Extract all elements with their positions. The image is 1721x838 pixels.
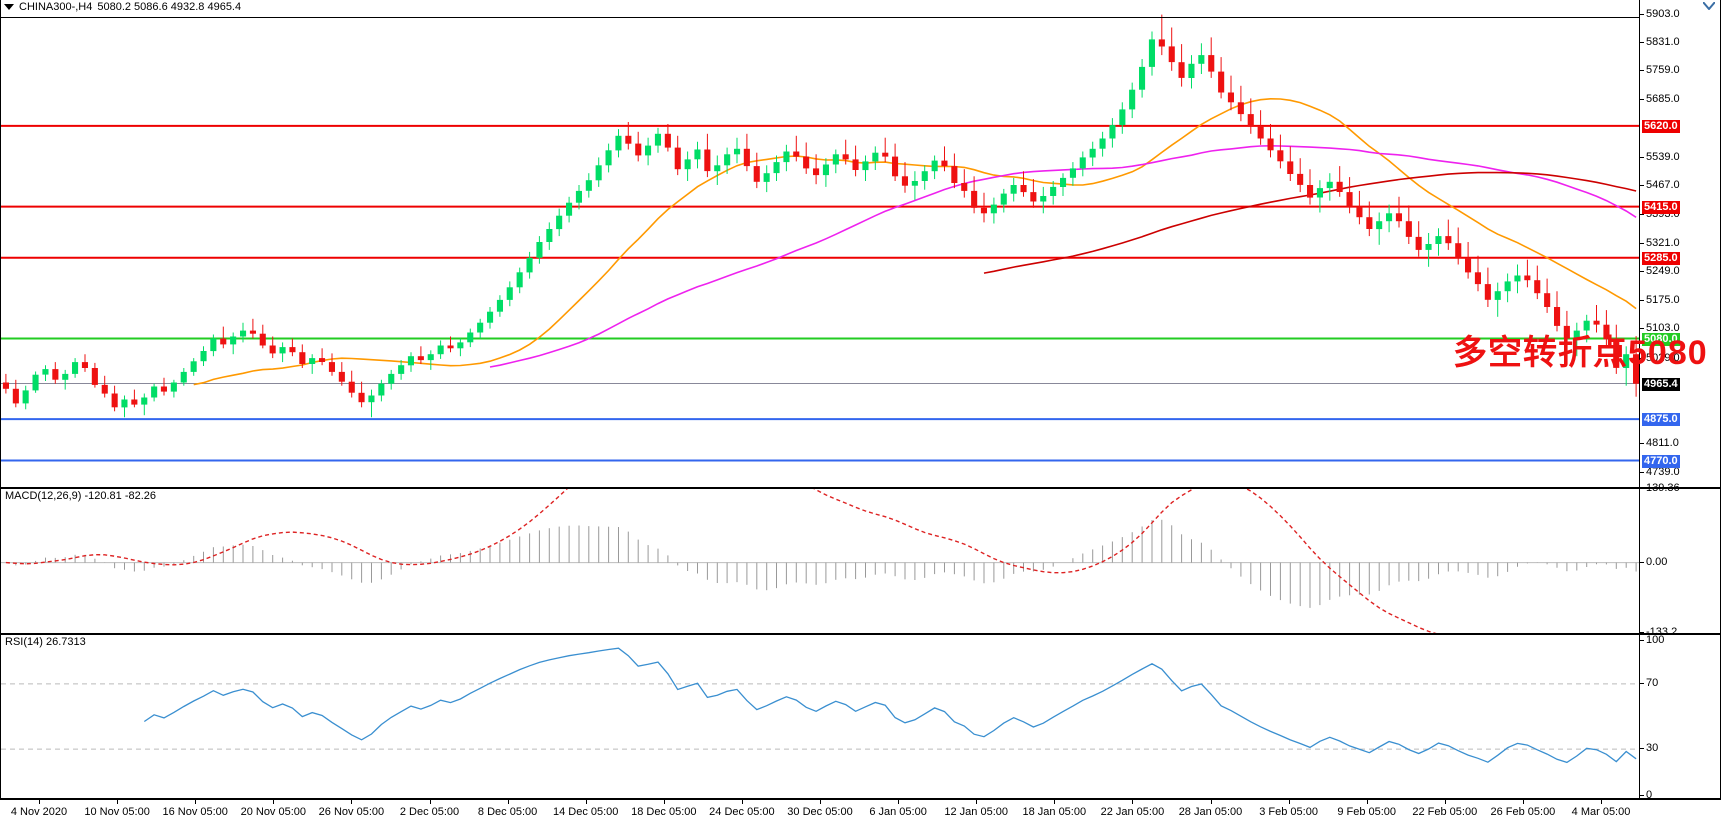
- time-tick: [1444, 800, 1446, 804]
- symbol-label: CHINA300-,H4: [19, 1, 93, 13]
- time-tick: [1054, 800, 1056, 804]
- time-tick: [1288, 800, 1290, 804]
- caret-down-icon[interactable]: [4, 4, 14, 10]
- time-tick: [195, 800, 197, 804]
- time-axis[interactable]: 4 Nov 2020 10 Nov 05:00 16 Nov 05:00 20 Nov…: [0, 799, 1721, 838]
- time-label: 3 Feb 05:00: [1259, 806, 1318, 818]
- time-label: 12 Jan 05:00: [944, 806, 1008, 818]
- time-label: 20 Nov 05:00: [240, 806, 307, 818]
- price-panel: 5903.0 5831.0 5759.0 5685.0 5539.0 5467.0 5393…: [0, 0, 1721, 488]
- price-level-label[interactable]: 4965.4: [1642, 377, 1680, 391]
- time-tick: [273, 800, 275, 804]
- time-label: 24 Dec 05:00: [709, 806, 775, 818]
- time-tick: [351, 800, 353, 804]
- rsi-series: [1, 647, 1639, 764]
- header-divider: [0, 17, 1640, 18]
- time-label: 16 Nov 05:00: [162, 806, 228, 818]
- time-tick: [741, 800, 743, 804]
- rsi-axis[interactable]: 100 70 30 0: [1639, 634, 1720, 801]
- macd-plot-area[interactable]: [1, 489, 1639, 633]
- time-label: 22 Jan 05:00: [1100, 806, 1165, 818]
- price-level-label[interactable]: 5080.0: [1642, 332, 1680, 346]
- time-label: 18 Dec 05:00: [631, 806, 697, 818]
- macd-axis[interactable]: 139.36 0.00 -133.2: [1639, 482, 1720, 638]
- time-tick: [1366, 800, 1368, 804]
- time-tick: [1132, 800, 1134, 804]
- price-plot-area[interactable]: [1, 0, 1639, 487]
- time-label: 6 Jan 05:00: [869, 806, 927, 818]
- rsi-plot-area[interactable]: [1, 635, 1639, 798]
- price-level-label[interactable]: 5620.0: [1642, 119, 1680, 133]
- time-label: 4 Mar 05:00: [1571, 806, 1631, 818]
- macd-series: [1, 489, 1639, 633]
- time-label: 10 Nov 05:00: [84, 806, 150, 818]
- price-level-label[interactable]: 5285.0: [1642, 251, 1680, 265]
- time-label: 30 Dec 05:00: [787, 806, 853, 818]
- macd-title: MACD(12,26,9) -120.81 -82.26: [5, 490, 160, 502]
- time-label: 26 Feb 05:00: [1490, 806, 1556, 818]
- time-label: 8 Dec 05:00: [477, 806, 538, 818]
- time-tick: [976, 800, 978, 804]
- time-tick: [898, 800, 900, 804]
- chart-header: CHINA300-,H4 5080.2 5086.6 4932.8 4965.4: [4, 1, 241, 13]
- rsi-title: RSI(14) 26.7313: [5, 636, 89, 648]
- chart-annotation: 多空转折点5080: [1453, 334, 1708, 372]
- macd-panel: MACD(12,26,9) -120.81 -82.26 139.36 0.00-…: [0, 482, 1721, 638]
- time-label: 22 Feb 05:00: [1412, 806, 1478, 818]
- ohlc-values: 5080.2 5086.6 4932.8 4965.4: [97, 1, 242, 13]
- time-label: 26 Nov 05:00: [318, 806, 385, 818]
- price-level-label[interactable]: 4770.0: [1642, 454, 1680, 468]
- price-axis[interactable]: 5903.0 5831.0 5759.0 5685.0 5539.0 5467.0 5393…: [1639, 0, 1720, 487]
- time-tick: [507, 800, 509, 804]
- time-label: 9 Feb 05:00: [1337, 806, 1397, 818]
- time-tick: [117, 800, 119, 804]
- time-tick: [1522, 800, 1524, 804]
- time-tick: [585, 800, 587, 804]
- time-label: 28 Jan 05:00: [1178, 806, 1243, 818]
- time-tick: [429, 800, 431, 804]
- collapse-arrow-icon[interactable]: [1703, 2, 1715, 10]
- rsi-panel: RSI(14) 26.7313 100 70 30 0: [0, 634, 1721, 801]
- time-tick: [1601, 800, 1602, 804]
- time-tick: [820, 800, 821, 804]
- time-label: 2 Dec 05:00: [399, 806, 460, 818]
- time-tick: [1210, 800, 1212, 804]
- time-label: 4 Nov 2020: [10, 806, 68, 818]
- candlestick-series: [1, 14, 1639, 462]
- time-label: 18 Jan 05:00: [1022, 806, 1087, 818]
- time-label: 14 Dec 05:00: [552, 806, 619, 818]
- price-level-label[interactable]: 5415.0: [1642, 200, 1680, 214]
- time-tick: [663, 800, 665, 804]
- time-tick: [39, 800, 40, 804]
- price-level-label[interactable]: 4875.0: [1642, 413, 1680, 427]
